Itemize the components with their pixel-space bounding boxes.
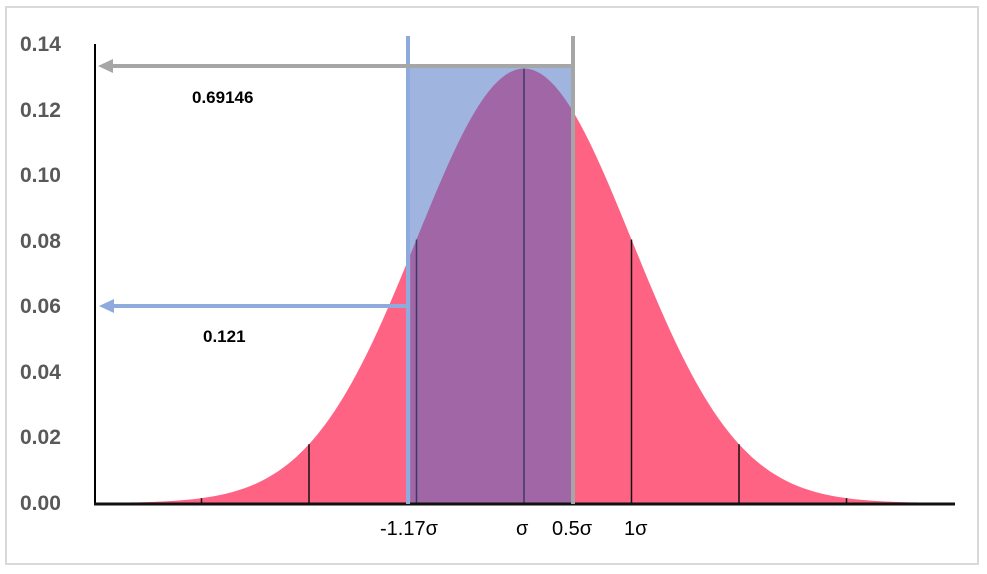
x-tick-label: σ: [516, 518, 529, 540]
y-tick-label: 0.02: [20, 426, 61, 449]
y-tick-label: 0.06: [20, 295, 61, 318]
x-axis-labels: -1.17σ σ 0.5σ 1σ: [380, 518, 648, 540]
y-tick-label: 0.08: [20, 230, 61, 253]
cdf-shaded-area: [410, 68, 573, 503]
y-tick-label: 0.10: [20, 164, 61, 187]
arrow-left-icon: [98, 59, 113, 73]
y-tick-label: 0.04: [20, 361, 61, 384]
sigma-gridlines: [200, 68, 848, 503]
y-tick-label: 0.14: [20, 33, 61, 56]
y-tick-label: 0.00: [20, 492, 61, 515]
arrow-left-icon: [99, 299, 114, 313]
annotation-probability-value: 0.121: [203, 327, 246, 346]
annotation-cdf-value: 0.69146: [192, 88, 253, 107]
y-axis-labels: 0.00 0.02 0.04 0.06 0.08 0.10 0.12 0.14: [20, 33, 61, 515]
x-tick-label: -1.17σ: [380, 518, 439, 540]
x-tick-label: 0.5σ: [552, 518, 593, 540]
x-tick-label: 1σ: [624, 518, 648, 540]
y-tick-label: 0.12: [20, 99, 61, 122]
